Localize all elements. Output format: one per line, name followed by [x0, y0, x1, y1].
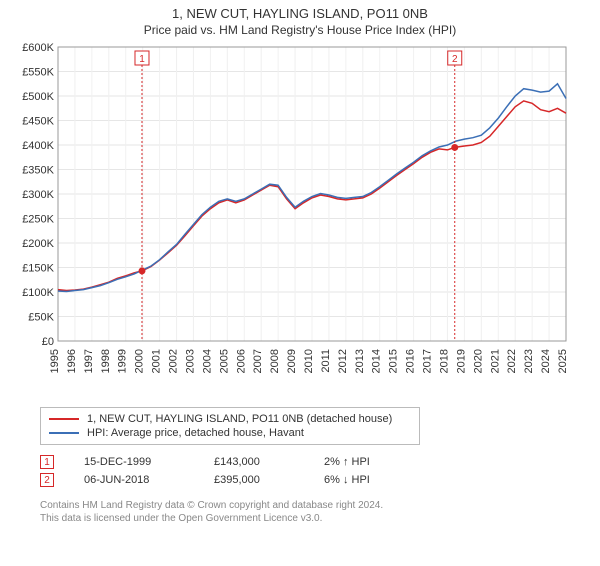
svg-text:2023: 2023 — [523, 349, 535, 373]
svg-text:£150K: £150K — [22, 263, 54, 275]
chart-subtitle: Price paid vs. HM Land Registry's House … — [0, 23, 600, 37]
svg-text:2022: 2022 — [506, 349, 518, 373]
svg-text:£200K: £200K — [22, 238, 54, 250]
svg-text:2021: 2021 — [489, 349, 501, 373]
svg-text:2003: 2003 — [184, 349, 196, 373]
legend-swatch — [49, 432, 79, 434]
svg-text:£50K: £50K — [28, 312, 54, 324]
sale-marker-icon: 2 — [40, 473, 54, 487]
svg-text:2001: 2001 — [151, 349, 163, 373]
svg-text:£100K: £100K — [22, 287, 54, 299]
svg-text:2010: 2010 — [303, 349, 315, 373]
svg-text:2013: 2013 — [354, 349, 366, 373]
svg-text:£400K: £400K — [22, 140, 54, 152]
chart-svg: £0 £50K £100K £150K £200K £250K £300K £350K £400… — [10, 41, 570, 401]
svg-text:£300K: £300K — [22, 189, 54, 201]
sales-table: 1 15-DEC-1999 £143,000 2% ↑ HPI 2 06-JUN… — [40, 453, 600, 489]
svg-text:2025: 2025 — [557, 349, 569, 373]
svg-text:£250K: £250K — [22, 214, 54, 226]
footnote: Contains HM Land Registry data © Crown c… — [40, 499, 600, 525]
svg-text:2005: 2005 — [218, 349, 230, 373]
sale-marker-icon: 1 — [40, 455, 54, 469]
sale-price: £395,000 — [214, 474, 294, 486]
footnote-line: Contains HM Land Registry data © Crown c… — [40, 499, 600, 512]
svg-text:£550K: £550K — [22, 67, 54, 79]
svg-text:£450K: £450K — [22, 116, 54, 128]
sale-date: 06-JUN-2018 — [84, 474, 184, 486]
sale-date: 15-DEC-1999 — [84, 456, 184, 468]
svg-text:2011: 2011 — [320, 349, 332, 373]
legend-box: 1, NEW CUT, HAYLING ISLAND, PO11 0NB (de… — [40, 407, 420, 445]
svg-text:1999: 1999 — [117, 349, 129, 373]
svg-text:2015: 2015 — [388, 349, 400, 373]
svg-text:2020: 2020 — [472, 349, 484, 373]
legend-label: HPI: Average price, detached house, Hava… — [87, 427, 304, 439]
svg-text:1997: 1997 — [83, 349, 95, 373]
svg-text:2012: 2012 — [337, 349, 349, 373]
svg-text:2017: 2017 — [422, 349, 434, 373]
svg-text:£600K: £600K — [22, 42, 54, 54]
sale-hpi-diff: 6% ↓ HPI — [324, 474, 424, 486]
svg-text:2: 2 — [452, 54, 458, 65]
svg-text:2014: 2014 — [371, 349, 383, 373]
svg-text:£0: £0 — [42, 336, 54, 348]
sale-hpi-diff: 2% ↑ HPI — [324, 456, 424, 468]
sale-row: 2 06-JUN-2018 £395,000 6% ↓ HPI — [40, 471, 600, 489]
footnote-line: This data is licensed under the Open Gov… — [40, 512, 600, 525]
sale-price: £143,000 — [214, 456, 294, 468]
svg-text:1995: 1995 — [49, 349, 61, 373]
svg-text:1998: 1998 — [100, 349, 112, 373]
svg-text:2018: 2018 — [438, 349, 450, 373]
svg-text:2024: 2024 — [540, 349, 552, 373]
legend-swatch — [49, 418, 79, 420]
chart-title-address: 1, NEW CUT, HAYLING ISLAND, PO11 0NB — [0, 6, 600, 21]
svg-text:2004: 2004 — [201, 349, 213, 373]
svg-text:2016: 2016 — [405, 349, 417, 373]
svg-text:£350K: £350K — [22, 165, 54, 177]
svg-text:2007: 2007 — [252, 349, 264, 373]
svg-text:2008: 2008 — [269, 349, 281, 373]
svg-text:1: 1 — [139, 54, 145, 65]
legend-item: 1, NEW CUT, HAYLING ISLAND, PO11 0NB (de… — [49, 412, 411, 426]
legend-item: HPI: Average price, detached house, Hava… — [49, 426, 411, 440]
svg-text:2002: 2002 — [168, 349, 180, 373]
svg-text:2009: 2009 — [286, 349, 298, 373]
svg-text:2006: 2006 — [235, 349, 247, 373]
svg-text:2019: 2019 — [455, 349, 467, 373]
sale-row: 1 15-DEC-1999 £143,000 2% ↑ HPI — [40, 453, 600, 471]
legend-label: 1, NEW CUT, HAYLING ISLAND, PO11 0NB (de… — [87, 413, 392, 425]
chart-area: £0 £50K £100K £150K £200K £250K £300K £350K £400… — [10, 41, 570, 401]
svg-text:£500K: £500K — [22, 91, 54, 103]
svg-text:2000: 2000 — [134, 349, 146, 373]
svg-text:1996: 1996 — [66, 349, 78, 373]
